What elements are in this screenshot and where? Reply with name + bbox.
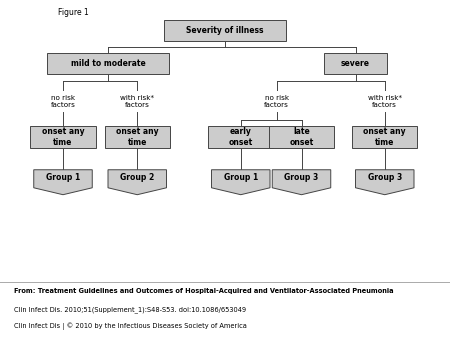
Text: Severity of illness: Severity of illness bbox=[186, 26, 264, 35]
Text: Group 1: Group 1 bbox=[46, 173, 80, 183]
FancyBboxPatch shape bbox=[324, 53, 387, 74]
Text: severe: severe bbox=[341, 59, 370, 68]
Text: no risk
factors: no risk factors bbox=[50, 95, 76, 108]
Text: onset any
time: onset any time bbox=[116, 127, 158, 147]
Text: mild to moderate: mild to moderate bbox=[71, 59, 145, 68]
Text: with risk*
factors: with risk* factors bbox=[120, 95, 154, 108]
FancyBboxPatch shape bbox=[352, 126, 418, 148]
FancyBboxPatch shape bbox=[47, 53, 169, 74]
Text: onset any
time: onset any time bbox=[42, 127, 84, 147]
Text: with risk*
factors: with risk* factors bbox=[368, 95, 402, 108]
Polygon shape bbox=[272, 170, 331, 195]
FancyBboxPatch shape bbox=[164, 20, 286, 41]
FancyBboxPatch shape bbox=[31, 126, 96, 148]
Polygon shape bbox=[108, 170, 166, 195]
Polygon shape bbox=[34, 170, 92, 195]
FancyBboxPatch shape bbox=[269, 126, 334, 148]
Text: Group 2: Group 2 bbox=[120, 173, 154, 183]
Text: late
onset: late onset bbox=[289, 127, 314, 147]
Text: onset any
time: onset any time bbox=[364, 127, 406, 147]
Text: Group 3: Group 3 bbox=[284, 173, 319, 183]
Text: early
onset: early onset bbox=[229, 127, 253, 147]
Polygon shape bbox=[356, 170, 414, 195]
Text: Group 1: Group 1 bbox=[224, 173, 258, 183]
Text: Group 3: Group 3 bbox=[368, 173, 402, 183]
Polygon shape bbox=[212, 170, 270, 195]
Text: Clin Infect Dis. 2010;51(Supplement_1):S48-S53. doi:10.1086/653049: Clin Infect Dis. 2010;51(Supplement_1):S… bbox=[14, 306, 246, 313]
Text: From: Treatment Guidelines and Outcomes of Hospital-Acquired and Ventilator-Asso: From: Treatment Guidelines and Outcomes … bbox=[14, 288, 393, 294]
Text: no risk
factors: no risk factors bbox=[264, 95, 289, 108]
FancyBboxPatch shape bbox=[208, 126, 274, 148]
Text: Clin Infect Dis | © 2010 by the Infectious Diseases Society of America: Clin Infect Dis | © 2010 by the Infectio… bbox=[14, 322, 247, 330]
FancyBboxPatch shape bbox=[104, 126, 170, 148]
Text: Figure 1: Figure 1 bbox=[58, 8, 89, 17]
